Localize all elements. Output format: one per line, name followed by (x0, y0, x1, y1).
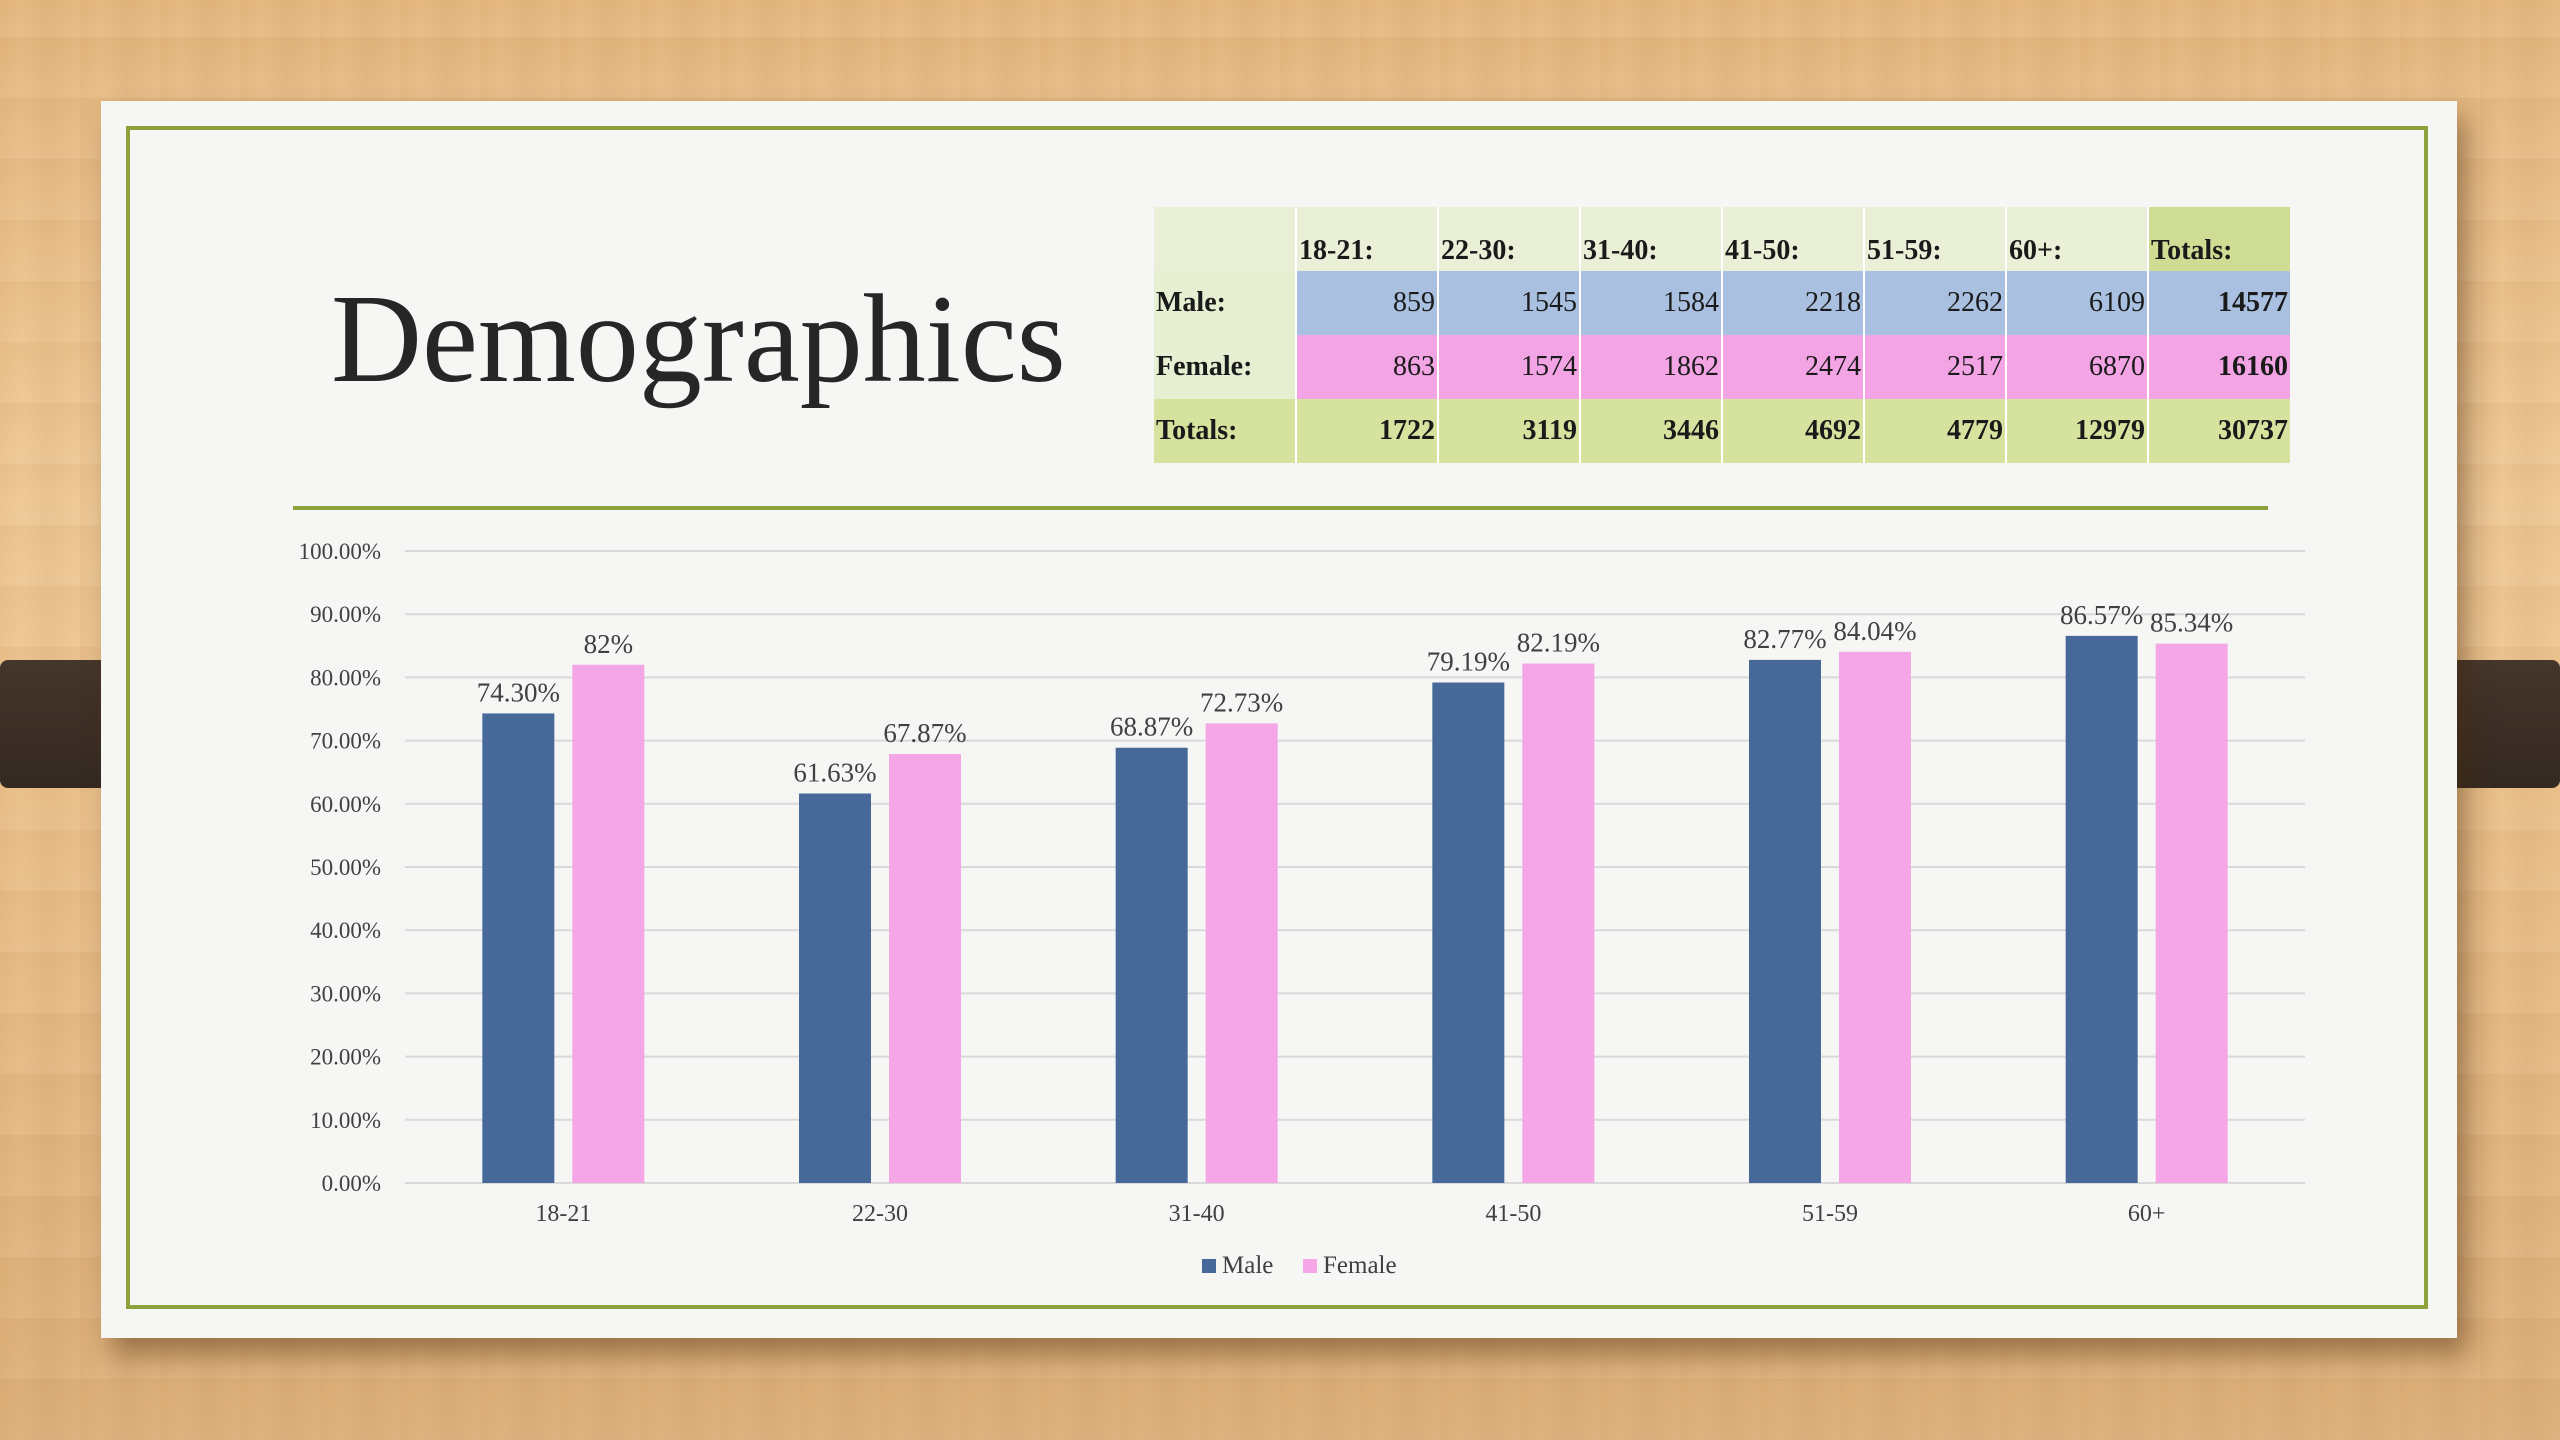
x-tick-label: 41-50 (1485, 1201, 1541, 1227)
table-cell: 6109 (2006, 271, 2149, 335)
table-header-row: 18-21: 22-30: 31-40: 41-50: 51-59: 60+: … (1154, 207, 2290, 271)
bar-female-41-50 (1522, 663, 1595, 1183)
data-label: 82% (584, 629, 634, 659)
bar-male-41-50 (1432, 682, 1505, 1183)
data-label: 61.63% (793, 757, 876, 787)
table-cell: 3119 (1438, 399, 1581, 463)
y-tick-label: 10.00% (310, 1108, 381, 1133)
y-tick-label: 0.00% (322, 1171, 381, 1196)
bar-male-31-40 (1115, 747, 1188, 1183)
legend: Male Female (1202, 1252, 1397, 1279)
bar-male-60+ (2065, 635, 2138, 1183)
table-cell: 863 (1296, 335, 1439, 399)
bar-female-51-59 (1839, 651, 1911, 1183)
table-cell: 4692 (1722, 399, 1865, 463)
bars (482, 635, 2228, 1183)
data-label: 79.19% (1427, 647, 1510, 677)
table-cell-total: 30737 (2148, 399, 2290, 463)
y-tick-label: 100.00% (299, 539, 381, 564)
legend-swatch-female (1303, 1259, 1317, 1273)
table-header-cell: 31-40: (1580, 207, 1723, 271)
bar-female-31-40 (1205, 723, 1278, 1183)
y-tick-label: 30.00% (310, 981, 381, 1006)
table-cell: 1584 (1580, 271, 1723, 335)
data-label: 85.34% (2150, 608, 2233, 638)
table-cell: 2218 (1722, 271, 1865, 335)
x-tick-label: 51-59 (1802, 1201, 1858, 1227)
data-label: 86.57% (2060, 600, 2143, 630)
gridlines (405, 550, 2305, 1184)
table-cell: 2262 (1864, 271, 2007, 335)
x-tick-label: 60+ (2128, 1201, 2166, 1227)
y-tick-label: 80.00% (310, 665, 381, 690)
table-header-cell: 22-30: (1438, 207, 1581, 271)
table-row-label: Male: (1154, 271, 1297, 335)
table-cell: 1545 (1438, 271, 1581, 335)
table-cell: 3446 (1580, 399, 1723, 463)
table-cell: 12979 (2006, 399, 2149, 463)
bar-female-60+ (2155, 643, 2228, 1183)
y-tick-label: 60.00% (310, 792, 381, 817)
bar-male-18-21 (482, 713, 555, 1183)
slide-title: Demographics (331, 270, 1066, 409)
table-row-label: Female: (1154, 335, 1297, 399)
data-label: 72.73% (1200, 687, 1283, 717)
table-cell: 2474 (1722, 335, 1865, 399)
x-tick-label: 31-40 (1169, 1201, 1225, 1227)
x-tick-label: 22-30 (852, 1201, 908, 1227)
legend-swatch-male (1202, 1259, 1216, 1273)
table-cell: 859 (1296, 271, 1439, 335)
table-header-cell: 60+: (2006, 207, 2149, 271)
demographics-table: 18-21: 22-30: 31-40: 41-50: 51-59: 60+: … (1154, 207, 2290, 463)
bar-female-22-30 (889, 754, 961, 1183)
data-labels: 74.30%82%61.63%67.87% 68.87%72.73%79.19%8… (477, 600, 2234, 788)
table-row-male: Male: 859 1545 1584 2218 2262 6109 14577 (1154, 271, 2290, 335)
bar-female-18-21 (572, 664, 645, 1183)
table-header-cell: 41-50: (1722, 207, 1865, 271)
table-cell-total: 14577 (2148, 271, 2290, 335)
bar-male-51-59 (1749, 659, 1821, 1183)
y-tick-label: 20.00% (310, 1045, 381, 1070)
table-header-cell (1154, 207, 1297, 271)
slide: Demographics 18-21: 22-30: 31-40: 41-50:… (101, 101, 2457, 1338)
bar-male-22-30 (799, 793, 871, 1183)
legend-label: Female (1323, 1252, 1397, 1279)
table-row-totals: Totals: 1722 3119 3446 4692 4779 12979 3… (1154, 399, 2290, 463)
data-label: 67.87% (883, 718, 966, 748)
y-axis-tick-labels: 0.00% 10.00% 20.00% 30.00% 40.00% 50.00% 60.00… (299, 539, 381, 1196)
y-tick-label: 90.00% (310, 602, 381, 627)
data-label: 68.87% (1110, 712, 1193, 742)
y-tick-label: 40.00% (310, 918, 381, 943)
table-cell: 1574 (1438, 335, 1581, 399)
data-label: 82.19% (1517, 628, 1600, 658)
table-row-female: Female: 863 1574 1862 2474 2517 6870 161… (1154, 335, 2290, 399)
table-cell: 1722 (1296, 399, 1439, 463)
table-header-cell: Totals: (2148, 207, 2290, 271)
table-header-cell: 51-59: (1864, 207, 2007, 271)
slide-border (126, 126, 2428, 1309)
title-divider (293, 506, 2268, 510)
data-label: 74.30% (477, 677, 560, 707)
data-label: 84.04% (1833, 616, 1916, 646)
table-cell: 6870 (2006, 335, 2149, 399)
bar-chart: 0.00% 10.00% 20.00% 30.00% 40.00% 50.00% 60.00… (299, 539, 2305, 1279)
x-axis-tick-labels: 18-21 22-30 31-40 41-50 51-59 60+ (535, 1201, 2165, 1227)
table-cell: 2517 (1864, 335, 2007, 399)
legend-label: Male (1222, 1252, 1273, 1279)
table-row-label: Totals: (1154, 399, 1297, 463)
x-tick-label: 18-21 (535, 1201, 591, 1227)
table-cell: 4779 (1864, 399, 2007, 463)
data-label: 82.77% (1743, 624, 1826, 654)
table-cell-total: 16160 (2148, 335, 2290, 399)
y-tick-label: 50.00% (310, 855, 381, 880)
table-cell: 1862 (1580, 335, 1723, 399)
table-header-cell: 18-21: (1296, 207, 1439, 271)
y-tick-label: 70.00% (310, 729, 381, 754)
